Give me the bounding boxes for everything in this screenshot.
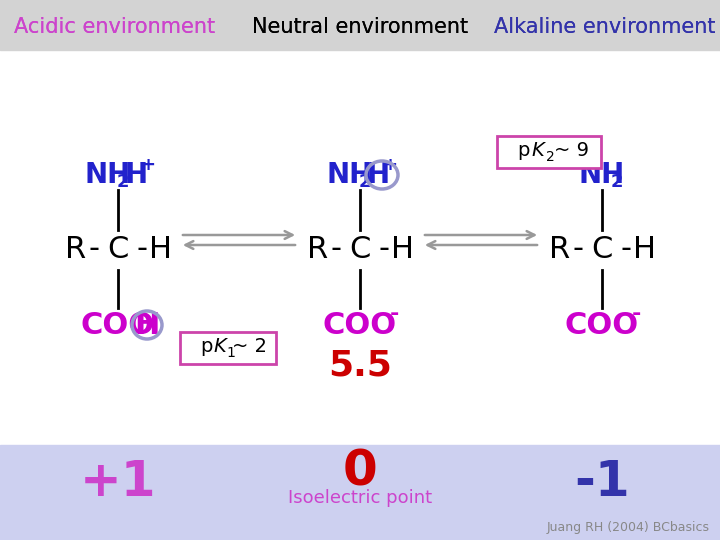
Text: -: -	[137, 234, 148, 264]
Bar	[0, 0, 720, 50]
Text: R: R	[307, 235, 328, 265]
Text: +: +	[382, 156, 397, 174]
Text: C: C	[591, 235, 613, 265]
Text: 2: 2	[546, 150, 554, 164]
Text: -: -	[572, 234, 583, 264]
Text: Alkaline environment: Alkaline environment	[494, 17, 716, 37]
Text: COO: COO	[323, 310, 397, 340]
Text: ~ 9: ~ 9	[554, 141, 588, 160]
Text: H: H	[366, 161, 390, 189]
Text: C: C	[349, 235, 371, 265]
Text: 5.5: 5.5	[328, 348, 392, 382]
Text: NH: NH	[579, 161, 625, 189]
Text: H: H	[135, 310, 160, 340]
Text: Neutral environment: Neutral environment	[252, 17, 468, 37]
Text: +: +	[140, 156, 156, 174]
Text: p: p	[200, 338, 212, 356]
Text: -: -	[631, 304, 641, 324]
Text: 0: 0	[343, 448, 377, 496]
Text: Juang RH (2004) BCbasics: Juang RH (2004) BCbasics	[547, 521, 710, 534]
Text: -: -	[621, 234, 631, 264]
Text: 2: 2	[359, 173, 372, 191]
Text: H: H	[148, 235, 171, 265]
Text: NH: NH	[85, 161, 131, 189]
Text: 2: 2	[117, 173, 130, 191]
Text: 1: 1	[227, 346, 235, 360]
Bar	[0, 50, 720, 445]
Text: COO: COO	[81, 310, 155, 340]
Text: -1: -1	[574, 458, 630, 506]
Text: C: C	[107, 235, 129, 265]
Text: 2: 2	[611, 173, 624, 191]
Text: Acidic environment: Acidic environment	[14, 17, 215, 37]
Text: K: K	[214, 338, 226, 356]
Text: Neutral environment: Neutral environment	[252, 17, 468, 37]
Text: p: p	[517, 141, 529, 160]
Bar	[497, 136, 601, 168]
Text: H: H	[632, 235, 655, 265]
Text: ~ 2: ~ 2	[233, 338, 268, 356]
Text: H: H	[125, 161, 148, 189]
Text: COO: COO	[565, 310, 639, 340]
Text: Alkaline environment: Alkaline environment	[494, 17, 716, 37]
Text: H: H	[390, 235, 413, 265]
Bar	[0, 0, 720, 50]
Text: -: -	[330, 234, 341, 264]
Text: Isoelectric point: Isoelectric point	[288, 489, 432, 507]
Bar	[0, 445, 720, 540]
Text: NH: NH	[327, 161, 373, 189]
Text: -: -	[379, 234, 390, 264]
Text: R: R	[549, 235, 571, 265]
Bar	[180, 332, 276, 364]
Bar	[0, 0, 720, 50]
Text: -: -	[390, 304, 399, 324]
Text: K: K	[531, 141, 544, 160]
Text: Acidic environment: Acidic environment	[14, 17, 215, 37]
Text: R: R	[66, 235, 86, 265]
Text: -: -	[89, 234, 99, 264]
Text: +1: +1	[80, 458, 156, 506]
